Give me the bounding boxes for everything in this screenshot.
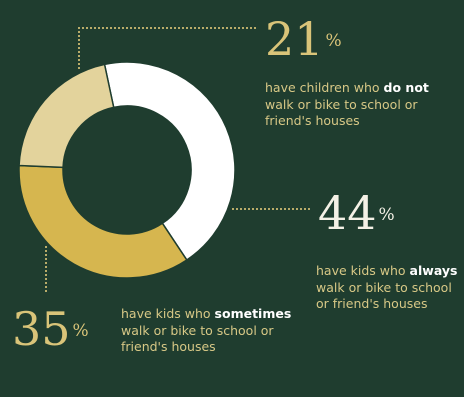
stat-sometimes-caption: have kids who sometimes walk or bike to … [121,306,293,356]
stat-never-number: 21% [265,16,342,62]
stat-never-text-after: walk or bike to school or friend's house… [265,96,418,129]
stat-never-text-before: have children who [265,80,384,95]
stat-always-text-after: walk or bike to school or friend's house… [316,279,452,312]
stat-always-text-before: have kids who [316,263,410,278]
stat-sometimes-number: 35% [12,306,89,352]
stat-never-percent-sign: % [325,31,342,51]
stat-always-caption: have kids who always walk or bike to sch… [316,263,460,313]
leader-line-never-vertical [78,27,80,69]
stat-never-caption: have children who do not walk or bike to… [265,80,461,130]
stat-never-value: 21 [265,12,324,66]
stat-sometimes-text-before: have kids who [121,306,215,321]
donut-slice-sometimes [18,164,188,279]
stat-always-number: 44% [318,190,395,236]
stat-sometimes-bold: sometimes [214,306,292,321]
stat-always-bold: always [409,263,458,278]
leader-line-always [232,208,310,210]
leader-line-never-horizontal [78,27,256,29]
stat-always-value: 44 [318,186,377,240]
stat-sometimes-text-after: walk or bike to school or friend's house… [121,322,274,355]
donut-slice-never [18,63,115,169]
stat-sometimes-percent-sign: % [72,321,89,341]
stat-always-percent-sign: % [378,205,395,225]
stat-sometimes-value: 35 [12,302,71,356]
leader-line-sometimes [45,246,47,292]
stat-never-bold: do not [383,80,429,95]
donut-slice-always [103,61,236,261]
